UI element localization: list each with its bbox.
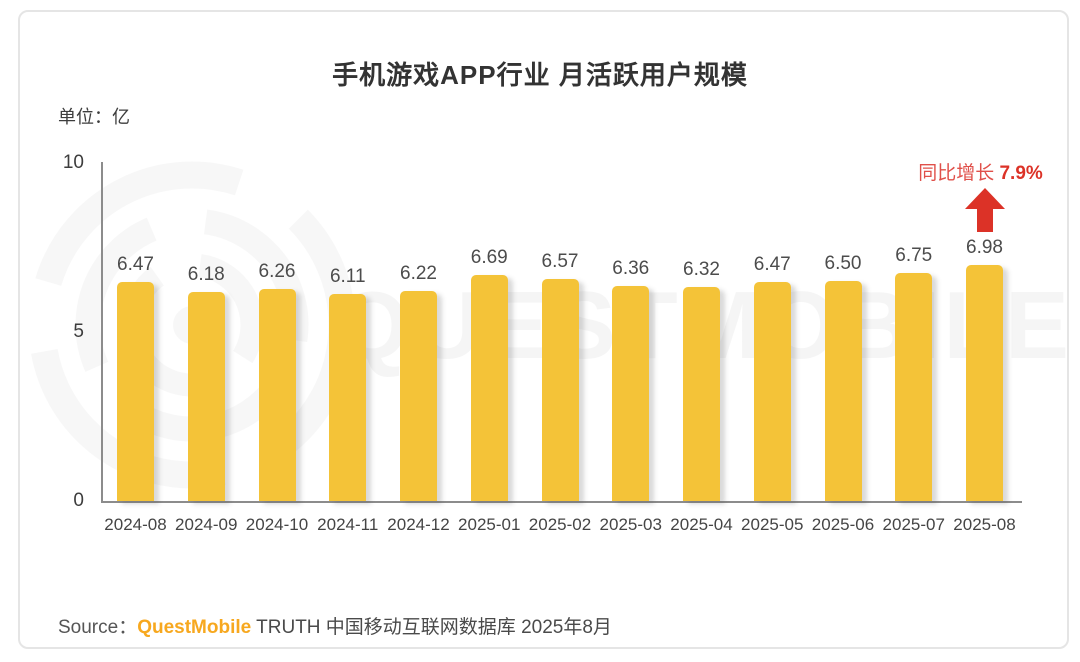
bar bbox=[329, 294, 367, 501]
x-tick-label: 2024-08 bbox=[104, 515, 167, 534]
bar bbox=[117, 282, 154, 501]
bar bbox=[824, 281, 862, 501]
x-tick-label: 2024-09 bbox=[175, 515, 238, 534]
unit-label: 单位：亿 bbox=[58, 107, 130, 127]
y-tick-label: 5 bbox=[73, 321, 84, 342]
bar bbox=[966, 265, 1003, 501]
bar-value-label: 6.47 bbox=[117, 254, 154, 276]
bar bbox=[541, 278, 579, 501]
growth-annotation: 同比增长 7.9% bbox=[908, 158, 1053, 185]
x-tick-label: 2025-03 bbox=[599, 515, 662, 534]
x-tick-label: 2025-07 bbox=[882, 515, 945, 534]
bar bbox=[470, 274, 508, 501]
bar bbox=[258, 289, 296, 501]
x-tick-label: 2025-08 bbox=[953, 515, 1016, 534]
bar-value-label: 6.69 bbox=[470, 246, 508, 268]
bar bbox=[683, 287, 720, 501]
bar bbox=[400, 290, 437, 501]
bar-value-label: 6.75 bbox=[895, 244, 933, 266]
bar bbox=[187, 292, 225, 501]
source-prefix: Source： bbox=[58, 617, 138, 638]
bar-value-label: 6.98 bbox=[966, 237, 1003, 259]
x-tick-label: 2025-02 bbox=[528, 515, 592, 534]
bar-value-label: 6.47 bbox=[753, 254, 791, 276]
x-tick-label: 2025-06 bbox=[811, 515, 875, 534]
bar bbox=[612, 286, 650, 501]
bar bbox=[753, 282, 791, 501]
x-tick-label: 2024-11 bbox=[317, 515, 379, 534]
growth-label: 同比增长 7.9% bbox=[918, 163, 1043, 184]
x-tick-label: 2024-10 bbox=[245, 515, 309, 534]
bar-value-label: 6.11 bbox=[329, 266, 366, 288]
source-brand: QuestMobile bbox=[137, 617, 252, 638]
y-tick-label: 10 bbox=[62, 152, 84, 173]
growth-value: 7.9% bbox=[999, 163, 1043, 184]
chart-title: 手机游戏APP行业 月活跃用户规模 bbox=[332, 60, 748, 90]
bar-value-label: 6.57 bbox=[541, 250, 579, 272]
bar-value-label: 6.22 bbox=[400, 262, 437, 284]
source-rest: TRUTH 中国移动互联网数据库 2025年8月 bbox=[251, 617, 612, 638]
x-tick-label: 2024-12 bbox=[387, 515, 450, 534]
x-axis-line bbox=[101, 501, 1022, 503]
y-axis-line bbox=[101, 162, 103, 503]
bar-value-label: 6.32 bbox=[683, 259, 720, 281]
bar-value-label: 6.50 bbox=[824, 253, 862, 275]
bar-value-label: 6.36 bbox=[612, 258, 650, 280]
x-tick-label: 2025-01 bbox=[458, 515, 521, 534]
source-line: Source：QuestMobile TRUTH 中国移动互联网数据库 2025… bbox=[58, 612, 612, 639]
y-tick-label: 0 bbox=[73, 490, 84, 511]
x-tick-label: 2025-05 bbox=[741, 515, 804, 534]
bar-value-label: 6.26 bbox=[258, 261, 296, 283]
bar-value-label: 6.18 bbox=[187, 264, 225, 286]
bar bbox=[895, 272, 933, 501]
growth-arrow-icon bbox=[965, 188, 1005, 232]
x-tick-label: 2025-04 bbox=[670, 515, 733, 534]
